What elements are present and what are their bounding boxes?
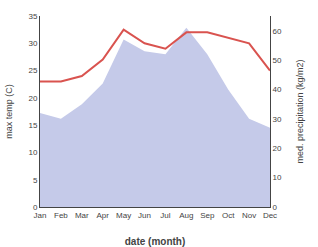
svg-text:max temp (C): max temp (C): [4, 84, 14, 139]
svg-text:5: 5: [33, 176, 38, 185]
svg-text:60: 60: [273, 26, 282, 35]
svg-text:Aug: Aug: [179, 211, 193, 220]
svg-text:10: 10: [28, 148, 37, 157]
svg-text:Sep: Sep: [200, 211, 215, 220]
svg-text:0: 0: [33, 203, 38, 212]
svg-text:30: 30: [273, 115, 282, 124]
svg-text:date (month): date (month): [125, 236, 186, 247]
svg-text:30: 30: [28, 39, 37, 48]
svg-text:35: 35: [28, 12, 37, 21]
svg-text:Jul: Jul: [160, 211, 170, 220]
svg-text:20: 20: [273, 144, 282, 153]
svg-text:Jun: Jun: [138, 211, 151, 220]
svg-text:40: 40: [273, 85, 282, 94]
svg-text:Mar: Mar: [75, 211, 89, 220]
svg-text:Oct: Oct: [222, 211, 235, 220]
svg-text:Dec: Dec: [263, 211, 277, 220]
svg-text:0: 0: [273, 203, 278, 212]
svg-text:15: 15: [28, 121, 37, 130]
svg-text:May: May: [116, 211, 131, 220]
svg-text:20: 20: [28, 94, 37, 103]
svg-text:med. precipitation (kg/m2): med. precipitation (kg/m2): [295, 59, 305, 163]
svg-text:50: 50: [273, 56, 282, 65]
svg-text:25: 25: [28, 66, 37, 75]
svg-text:Apr: Apr: [97, 211, 110, 220]
svg-text:Jan: Jan: [34, 211, 47, 220]
svg-text:Nov: Nov: [242, 211, 256, 220]
svg-text:10: 10: [273, 173, 282, 182]
svg-text:Feb: Feb: [54, 211, 68, 220]
